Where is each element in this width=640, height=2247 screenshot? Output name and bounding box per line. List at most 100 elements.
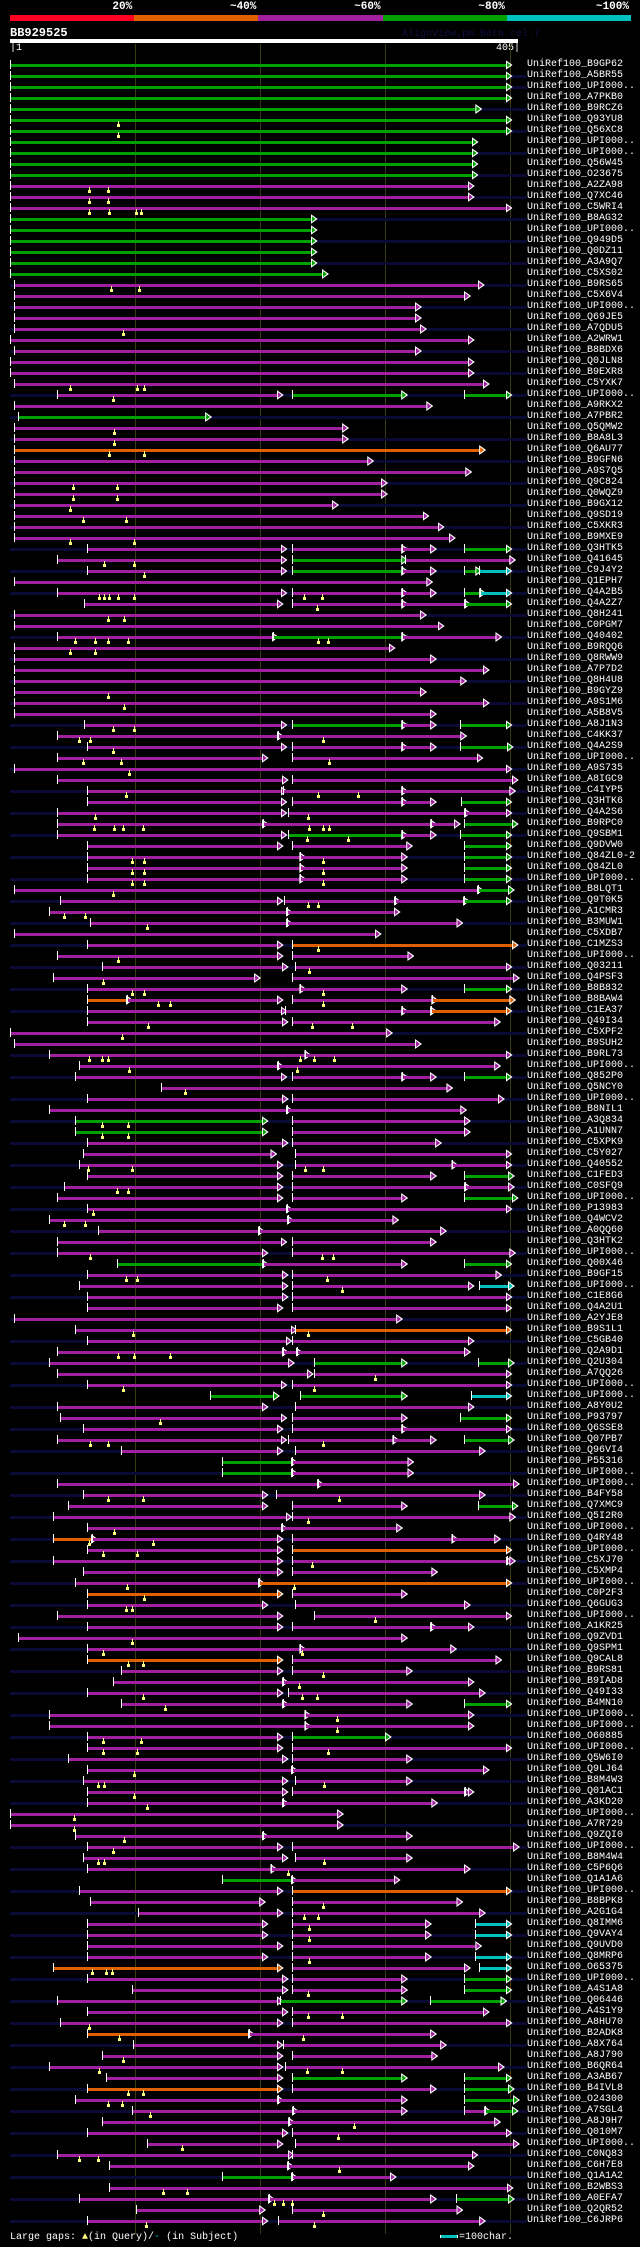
- hit-label[interactable]: UniRef100_C5WRI4: [527, 202, 624, 213]
- hit-label[interactable]: UniRef100_Q0JLN8: [527, 356, 624, 367]
- hit-label[interactable]: UniRef100_Q40552: [527, 1159, 624, 1170]
- hit-label[interactable]: UniRef100_C5XPF2: [527, 1027, 624, 1038]
- hit-label[interactable]: UniRef100_C1E8G6: [527, 1291, 624, 1302]
- hit-label[interactable]: UniRef100_Q49I33: [527, 1687, 624, 1698]
- hit-label[interactable]: UniRef100_Q06446: [527, 1995, 624, 2006]
- hit-label[interactable]: UniRef100_B3MUW1: [527, 917, 624, 928]
- hit-label[interactable]: UniRef100_B8NIL1: [527, 1104, 624, 1115]
- hit-label[interactable]: UniRef100_C4IYP5: [527, 785, 624, 796]
- hit-label[interactable]: UniRef100_C6JRP6: [527, 2215, 624, 2226]
- hit-label[interactable]: UniRef100_Q949D5: [527, 235, 624, 246]
- hit-label[interactable]: UniRef100_B8B832: [527, 983, 624, 994]
- hit-label[interactable]: UniRef100_O60885: [527, 1731, 624, 1742]
- hit-label[interactable]: UniRef100_B9RQQ6: [527, 642, 624, 653]
- hit-label[interactable]: UniRef100_B9GP62: [527, 59, 624, 70]
- hit-label[interactable]: UniRef100_UPI000..: [527, 1192, 636, 1203]
- hit-label[interactable]: UniRef100_A9S7Q5: [527, 466, 624, 477]
- hit-label[interactable]: UniRef100_Q4A2S9: [527, 741, 624, 752]
- hit-label[interactable]: UniRef100_B8M4W3: [527, 1775, 624, 1786]
- hit-label[interactable]: UniRef100_Q2QR52: [527, 2204, 624, 2215]
- hit-label[interactable]: UniRef100_Q07PB7: [527, 1434, 624, 1445]
- hit-label[interactable]: UniRef100_A1UNN7: [527, 1126, 624, 1137]
- hit-label[interactable]: UniRef100_Q4A2U1: [527, 1302, 624, 1313]
- hit-label[interactable]: UniRef100_Q41645: [527, 554, 624, 565]
- hit-label[interactable]: UniRef100_A7PBR2: [527, 411, 624, 422]
- hit-label[interactable]: UniRef100_B4IVL8: [527, 2083, 624, 2094]
- hit-label[interactable]: UniRef100_P55316: [527, 1456, 624, 1467]
- hit-label[interactable]: UniRef100_A4S1Y9: [527, 2006, 624, 2017]
- hit-label[interactable]: UniRef100_P13983: [527, 1203, 624, 1214]
- hit-label[interactable]: UniRef100_Q4PSF3: [527, 972, 624, 983]
- hit-label[interactable]: UniRef100_B9RCZ6: [527, 103, 624, 114]
- hit-label[interactable]: UniRef100_Q4A2Z7: [527, 598, 624, 609]
- hit-label[interactable]: UniRef100_B9EXR8: [527, 367, 624, 378]
- hit-label[interactable]: UniRef100_UPI000..: [527, 1467, 636, 1478]
- hit-label[interactable]: UniRef100_Q01AC1: [527, 1786, 624, 1797]
- hit-label[interactable]: UniRef100_Q9ZQI0: [527, 1830, 624, 1841]
- hit-label[interactable]: UniRef100_C1EA37: [527, 1005, 624, 1016]
- hit-label[interactable]: UniRef100_Q5QMW2: [527, 422, 624, 433]
- hit-label[interactable]: UniRef100_A4S1A8: [527, 1984, 624, 1995]
- hit-label[interactable]: UniRef100_UPI000..: [527, 1060, 636, 1071]
- hit-label[interactable]: UniRef100_UPI000..: [527, 1577, 636, 1588]
- hit-label[interactable]: UniRef100_C5XKR3: [527, 521, 624, 532]
- hit-label[interactable]: UniRef100_Q6AU77: [527, 444, 624, 455]
- hit-label[interactable]: UniRef100_A7QQ26: [527, 1368, 624, 1379]
- hit-label[interactable]: UniRef100_UPI000..: [527, 1093, 636, 1104]
- hit-label[interactable]: UniRef100_A8J1N3: [527, 719, 624, 730]
- hit-label[interactable]: UniRef100_Q56XC8: [527, 125, 624, 136]
- hit-label[interactable]: UniRef100_A9RKX2: [527, 400, 624, 411]
- hit-label[interactable]: UniRef100_Q69JE5: [527, 312, 624, 323]
- hit-label[interactable]: UniRef100_Q5I2R0: [527, 1511, 624, 1522]
- hit-label[interactable]: UniRef100_UPI000..: [527, 1247, 636, 1258]
- hit-label[interactable]: UniRef100_O24300: [527, 2094, 624, 2105]
- hit-label[interactable]: UniRef100_Q9C824: [527, 477, 624, 488]
- hit-label[interactable]: UniRef100_Q9SD19: [527, 510, 624, 521]
- hit-label[interactable]: UniRef100_Q6SSE8: [527, 1423, 624, 1434]
- hit-label[interactable]: UniRef100_P93797: [527, 1412, 624, 1423]
- hit-label[interactable]: UniRef100_A7P7D2: [527, 664, 624, 675]
- hit-label[interactable]: UniRef100_Q00X46: [527, 1258, 624, 1269]
- hit-label[interactable]: UniRef100_Q1A1A2: [527, 2171, 624, 2182]
- hit-label[interactable]: UniRef100_Q8MRP6: [527, 1951, 624, 1962]
- hit-label[interactable]: UniRef100_B9GFN6: [527, 455, 624, 466]
- hit-label[interactable]: UniRef100_C0PGM7: [527, 620, 624, 631]
- hit-label[interactable]: UniRef100_C5XS02: [527, 268, 624, 279]
- hit-label[interactable]: UniRef100_UPI000..: [527, 1280, 636, 1291]
- hit-label[interactable]: UniRef100_UPI000..: [527, 1973, 636, 1984]
- hit-label[interactable]: UniRef100_UPI000..: [527, 1841, 636, 1852]
- hit-label[interactable]: UniRef100_Q9UVD0: [527, 1940, 624, 1951]
- hit-label[interactable]: UniRef100_Q9SBM1: [527, 829, 624, 840]
- hit-label[interactable]: UniRef100_C9J4Y2: [527, 565, 624, 576]
- hit-label[interactable]: UniRef100_Q49I34: [527, 1016, 624, 1027]
- hit-label[interactable]: UniRef100_A8J790: [527, 2050, 624, 2061]
- hit-label[interactable]: UniRef100_UPI000..: [527, 873, 636, 884]
- hit-label[interactable]: UniRef100_C5Y027: [527, 1148, 624, 1159]
- hit-label[interactable]: UniRef100_UPI000..: [527, 1742, 636, 1753]
- hit-label[interactable]: UniRef100_A7PKB0: [527, 92, 624, 103]
- hit-label[interactable]: UniRef100_C0P2F3: [527, 1588, 624, 1599]
- hit-label[interactable]: UniRef100_UPI000..: [527, 1522, 636, 1533]
- hit-label[interactable]: UniRef100_Q9ZVD1: [527, 1632, 624, 1643]
- hit-label[interactable]: UniRef100_A2YJE8: [527, 1313, 624, 1324]
- hit-label[interactable]: UniRef100_B8A8L3: [527, 433, 624, 444]
- hit-label[interactable]: UniRef100_B2ADK8: [527, 2028, 624, 2039]
- hit-label[interactable]: UniRef100_Q1A1A6: [527, 1874, 624, 1885]
- hit-label[interactable]: UniRef100_Q852P0: [527, 1071, 624, 1082]
- hit-label[interactable]: UniRef100_B8BAW4: [527, 994, 624, 1005]
- hit-label[interactable]: UniRef100_Q010M7: [527, 2127, 624, 2138]
- hit-label[interactable]: UniRef100_Q3HTK2: [527, 1236, 624, 1247]
- hit-label[interactable]: UniRef100_B4MN10: [527, 1698, 624, 1709]
- hit-label[interactable]: UniRef100_Q9T0K5: [527, 895, 624, 906]
- hit-label[interactable]: UniRef100_B8BPK8: [527, 1896, 624, 1907]
- hit-label[interactable]: UniRef100_A2ZA98: [527, 180, 624, 191]
- hit-label[interactable]: UniRef100_UPI000..: [527, 1390, 636, 1401]
- hit-label[interactable]: UniRef100_B9GYZ9: [527, 686, 624, 697]
- hit-label[interactable]: UniRef100_B9S1L1: [527, 1324, 624, 1335]
- hit-label[interactable]: UniRef100_Q3HTK6: [527, 796, 624, 807]
- hit-label[interactable]: UniRef100_UPI000..: [527, 950, 636, 961]
- hit-label[interactable]: UniRef100_UPI000..: [527, 1379, 636, 1390]
- hit-label[interactable]: UniRef100_Q9VAY4: [527, 1929, 624, 1940]
- hit-label[interactable]: UniRef100_UPI000..: [527, 1544, 636, 1555]
- hit-label[interactable]: UniRef100_B9RPC0: [527, 818, 624, 829]
